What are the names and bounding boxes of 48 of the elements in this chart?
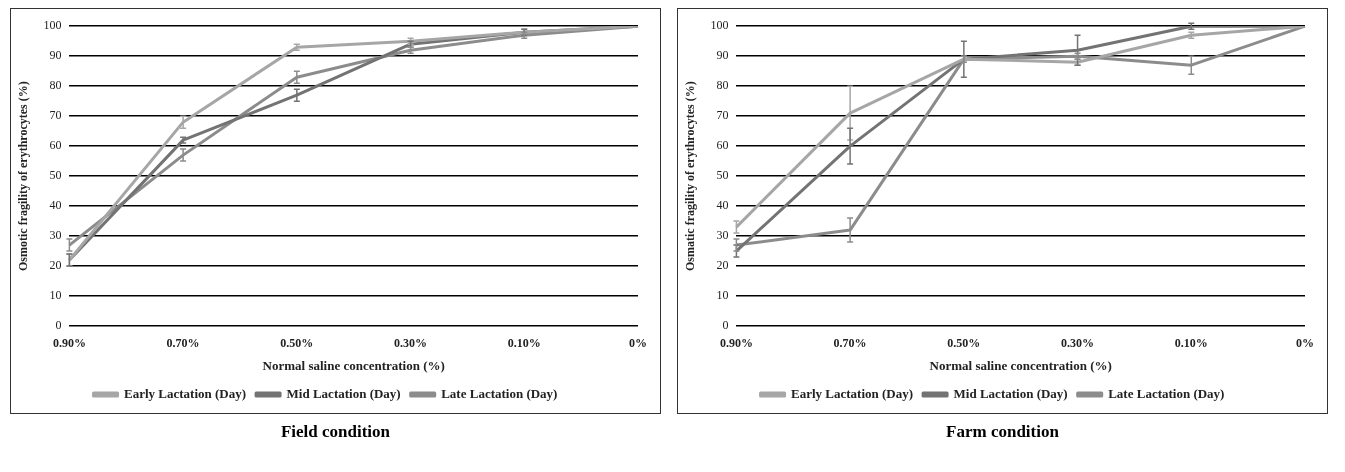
y-tick-label: 0 — [55, 318, 62, 333]
y-axis-title: Osmatic fragility of erythrocytes (%) — [683, 81, 698, 271]
y-tick-label: 10 — [49, 288, 62, 303]
point — [1073, 52, 1082, 60]
x-axis-title: Normal saline concentration (%) — [262, 357, 445, 373]
x-tick-label: 0.10% — [1174, 336, 1208, 351]
x-tick-label: 0.90% — [719, 336, 753, 351]
y-tick-label: 60 — [716, 138, 729, 153]
x-tick-label: 0.10% — [507, 336, 541, 351]
text: Farm condition — [946, 422, 1059, 442]
x-tick-label: 0% — [1296, 336, 1314, 351]
y-tick-label: 80 — [49, 78, 62, 93]
legend-label: Mid Lactation (Day) — [953, 385, 1068, 401]
point — [406, 46, 415, 54]
y-tick-label: 70 — [716, 108, 729, 123]
y-tick-label: 0 — [722, 318, 729, 333]
y-tick-label: 60 — [49, 138, 62, 153]
x-tick-label: 0.90% — [52, 336, 86, 351]
y-tick-label: 40 — [716, 198, 729, 213]
y-tick-label: 50 — [49, 168, 62, 183]
x-axis-title: Normal saline concentration (%) — [929, 357, 1112, 373]
y-tick-label: 30 — [49, 228, 62, 243]
y-axis-title: Osmotic fragility of erythrocytes (%) — [16, 81, 31, 271]
y-tick-label: 10 — [716, 288, 729, 303]
legend-label: Late Lactation (Day) — [1108, 385, 1225, 401]
y-tick-label: 20 — [49, 258, 62, 273]
x-tick-label: 0.70% — [166, 336, 200, 351]
y-tick-label: 90 — [49, 48, 62, 63]
text: Field condition — [280, 422, 391, 442]
y-tick-label: 40 — [49, 198, 62, 213]
x-tick-label: 0% — [629, 336, 647, 351]
y-tick-label: 70 — [49, 108, 62, 123]
y-tick-label: 90 — [716, 48, 729, 63]
x-tick-label: 0.70% — [833, 336, 867, 351]
y-tick-label: 80 — [716, 78, 729, 93]
legend-label: Early Lactation (Day) — [124, 385, 247, 401]
x-tick-label: 0.30% — [1061, 336, 1095, 351]
x-tick-label: 0.50% — [280, 336, 314, 351]
legend-label: Late Lactation (Day) — [441, 385, 558, 401]
y-tick-label: 20 — [716, 258, 729, 273]
legend-label: Early Lactation (Day) — [791, 385, 914, 401]
y-tick-label: 100 — [43, 18, 62, 33]
legend-label: Mid Lactation (Day) — [286, 385, 401, 401]
x-tick-label: 0.50% — [947, 336, 981, 351]
y-tick-label: 100 — [710, 18, 729, 33]
y-tick-label: 30 — [716, 228, 729, 243]
x-tick-label: 0.30% — [394, 336, 428, 351]
y-tick-label: 50 — [716, 168, 729, 183]
